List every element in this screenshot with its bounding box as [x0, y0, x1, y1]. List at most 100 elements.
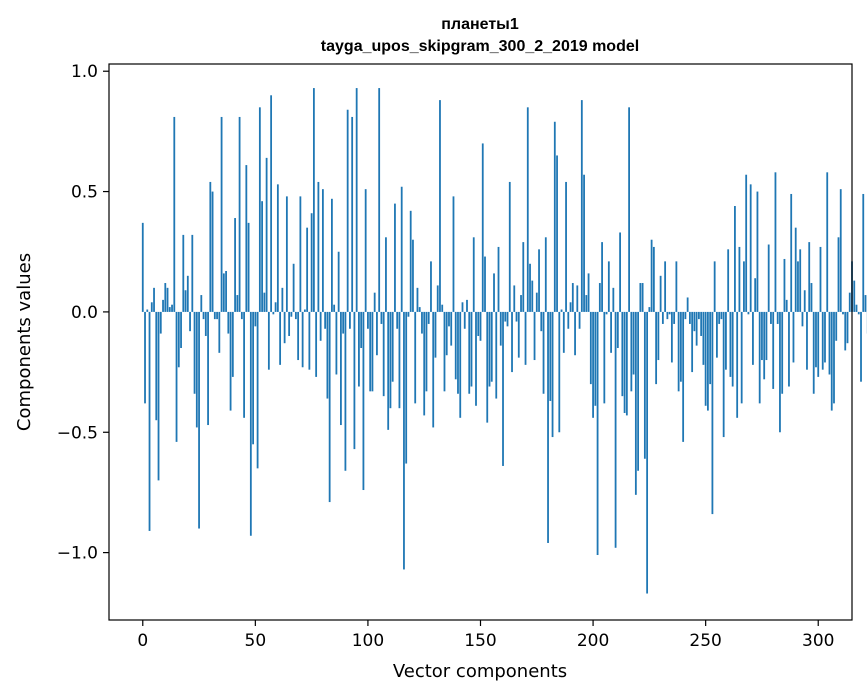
bar-244 — [691, 311, 694, 373]
bar-121 — [414, 311, 417, 404]
bar-39 — [229, 311, 232, 411]
bar-68 — [294, 311, 297, 320]
x-tick-label-4: 200 — [577, 631, 609, 651]
bar-257 — [720, 311, 723, 320]
bar-297 — [810, 283, 813, 312]
bar-104 — [376, 311, 378, 356]
bar-298 — [812, 311, 815, 394]
bar-119 — [409, 210, 412, 312]
bar-259 — [725, 311, 727, 370]
bar-212 — [619, 232, 621, 312]
bar-146 — [470, 311, 473, 387]
bar-150 — [479, 311, 482, 341]
bar-309 — [837, 237, 840, 312]
bar-177 — [540, 311, 543, 332]
bar-206 — [605, 311, 608, 315]
bar-37 — [225, 271, 227, 312]
bar-261 — [729, 311, 732, 377]
bar-228 — [655, 311, 658, 385]
bar-249 — [702, 311, 705, 365]
bar-165 — [513, 285, 516, 312]
bar-252 — [709, 311, 712, 385]
bar-159 — [499, 311, 502, 346]
bar-27 — [202, 311, 205, 320]
bar-40 — [231, 311, 234, 377]
bar-139 — [454, 311, 457, 380]
bar-305 — [828, 311, 831, 375]
bar-131 — [436, 285, 439, 312]
bar-17 — [180, 311, 182, 349]
bar-302 — [821, 311, 824, 370]
bar-181 — [549, 311, 552, 401]
bar-22 — [191, 234, 194, 312]
bar-202 — [596, 311, 599, 556]
bar-186 — [560, 309, 563, 312]
bar-223 — [643, 311, 646, 459]
bar-207 — [607, 261, 610, 312]
chart-title-line1: планеты1 — [441, 16, 519, 33]
bar-90 — [344, 311, 347, 471]
bar-97 — [360, 311, 363, 349]
bar-118 — [407, 311, 410, 317]
bar-133 — [441, 304, 444, 312]
y-tick-label-2: 0.0 — [71, 303, 98, 323]
bar-140 — [457, 311, 459, 394]
bar-307 — [833, 311, 835, 404]
bar-174 — [533, 311, 536, 361]
bar-5 — [153, 287, 155, 312]
bar-314 — [848, 292, 851, 312]
bar-276 — [763, 311, 766, 380]
bar-235 — [670, 311, 673, 363]
bar-66 — [290, 311, 293, 317]
bar-77 — [315, 311, 318, 377]
bar-267 — [743, 261, 745, 312]
bar-222 — [641, 283, 644, 312]
bar-318 — [857, 311, 860, 315]
bar-79 — [319, 311, 322, 341]
bar-43 — [238, 116, 241, 312]
bar-171 — [526, 107, 529, 312]
bar-304 — [826, 172, 829, 312]
bar-59 — [274, 302, 277, 312]
bar-76 — [312, 88, 315, 312]
bar-134 — [443, 311, 446, 392]
bar-188 — [565, 181, 567, 312]
bar-213 — [621, 311, 624, 397]
bar-103 — [373, 292, 376, 312]
bar-55 — [265, 157, 268, 312]
bar-44 — [240, 311, 243, 320]
bar-114 — [398, 311, 401, 409]
bar-67 — [292, 263, 295, 312]
bar-74 — [308, 311, 311, 370]
bar-124 — [421, 311, 423, 334]
bar-266 — [740, 311, 743, 404]
bar-36 — [222, 273, 225, 312]
bar-241 — [684, 311, 687, 320]
bar-109 — [387, 311, 390, 430]
bar-120 — [412, 239, 414, 312]
bar-52 — [258, 107, 261, 312]
bar-205 — [603, 311, 606, 404]
bar-112 — [394, 203, 396, 312]
bar-60 — [276, 184, 279, 312]
bar-175 — [535, 292, 538, 312]
bar-31 — [211, 191, 214, 312]
bar-156 — [493, 273, 495, 312]
bar-7 — [157, 311, 160, 481]
bar-167 — [517, 311, 520, 358]
bar-23 — [193, 311, 196, 394]
bar-8 — [159, 311, 162, 334]
bar-183 — [553, 121, 556, 312]
bar-99 — [364, 189, 367, 312]
bar-96 — [358, 311, 360, 387]
bar-73 — [306, 227, 309, 312]
bar-69 — [297, 311, 300, 361]
bar-158 — [497, 246, 500, 312]
bar-290 — [794, 227, 797, 312]
bar-87 — [337, 251, 340, 312]
bar-15 — [175, 311, 178, 442]
bar-0 — [141, 222, 144, 312]
bar-185 — [558, 311, 561, 433]
bar-21 — [189, 311, 191, 332]
bar-316 — [853, 280, 856, 312]
